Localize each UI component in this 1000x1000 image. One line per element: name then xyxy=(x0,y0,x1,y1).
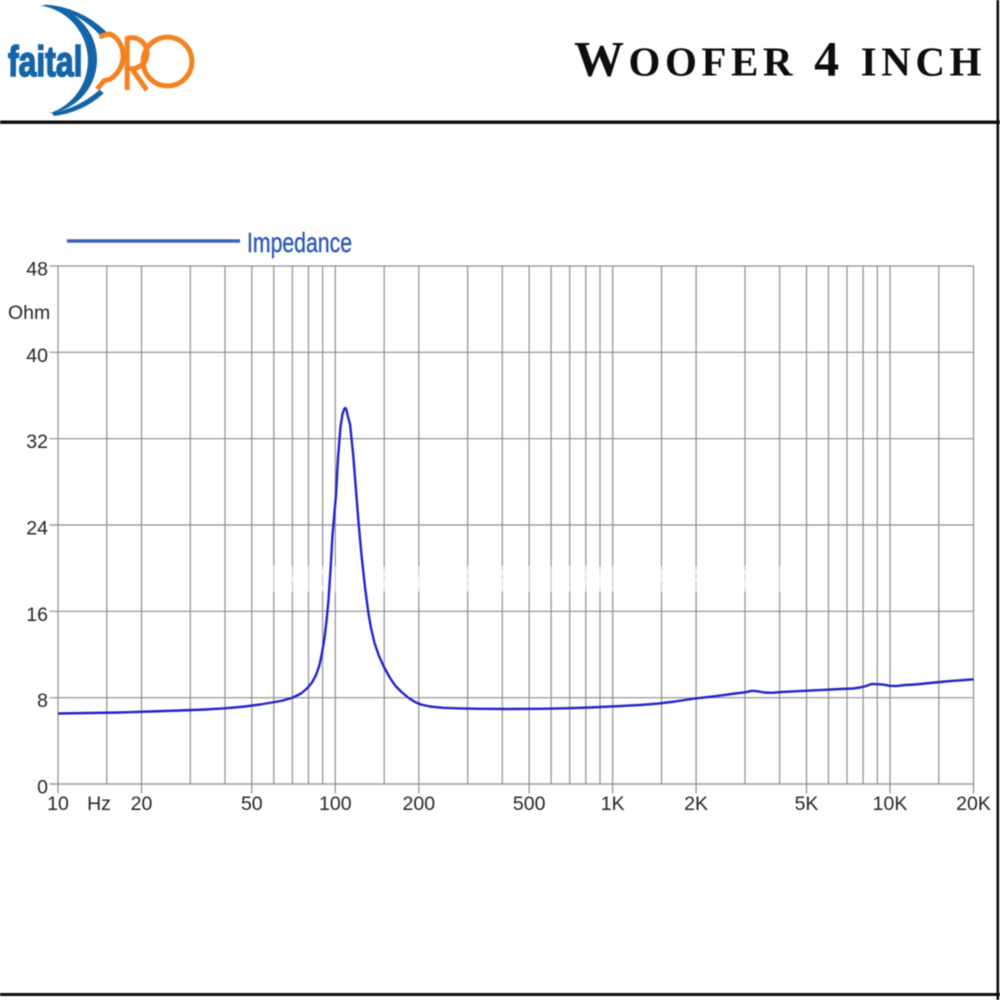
svg-text:24: 24 xyxy=(26,518,48,540)
svg-text:48: 48 xyxy=(26,259,48,281)
svg-text:10K: 10K xyxy=(873,793,908,815)
svg-text:20: 20 xyxy=(131,793,153,815)
svg-text:200: 200 xyxy=(403,793,436,815)
svg-text:Ohm: Ohm xyxy=(8,302,50,324)
svg-text:100: 100 xyxy=(319,793,352,815)
svg-text:faital: faital xyxy=(8,39,83,86)
svg-text:Hz: Hz xyxy=(87,793,111,815)
svg-text:500: 500 xyxy=(513,793,546,815)
svg-text:32: 32 xyxy=(26,431,48,453)
svg-text:50: 50 xyxy=(241,793,263,815)
svg-text:0: 0 xyxy=(37,777,48,799)
svg-text:10: 10 xyxy=(47,793,69,815)
svg-text:HIGH GRADE SPEAKER PARTS: HIGH GRADE SPEAKER PARTS xyxy=(280,564,751,595)
svg-text:8: 8 xyxy=(37,690,48,712)
svg-text:2K: 2K xyxy=(684,793,708,815)
svg-text:1K: 1K xyxy=(601,793,625,815)
svg-text:20K: 20K xyxy=(956,793,991,815)
svg-text:40: 40 xyxy=(26,345,48,367)
svg-text:Impedance: Impedance xyxy=(247,227,352,258)
svg-text:16: 16 xyxy=(26,604,48,626)
svg-text:WOOFER 4 INCH: WOOFER 4 INCH xyxy=(574,31,986,87)
svg-text:5K: 5K xyxy=(795,793,819,815)
